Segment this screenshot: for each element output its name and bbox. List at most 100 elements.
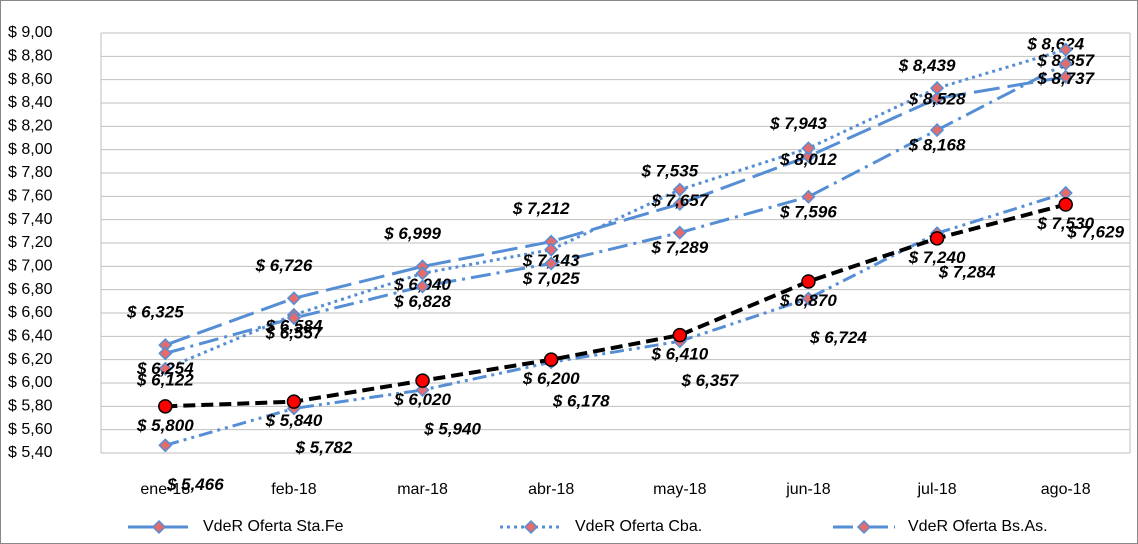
y-tick-label: $ 5,80 (8, 398, 53, 415)
data-label: $ 6,254 (136, 359, 194, 378)
series-line (164, 191, 1067, 447)
data-label: $ 6,410 (650, 345, 708, 364)
data-label: $ 6,122 (136, 370, 194, 389)
y-tick-label: $ 6,80 (8, 281, 53, 298)
data-label: $ 8,737 (1036, 69, 1095, 88)
data-label: $ 7,289 (650, 238, 708, 257)
data-label: $ 5,782 (295, 438, 353, 457)
y-tick-label: $ 8,20 (8, 118, 53, 135)
data-label: $ 6,584 (265, 316, 323, 335)
data-label: $ 7,629 (1066, 222, 1124, 241)
marker (801, 274, 816, 289)
series-line (164, 62, 1067, 355)
marker (672, 225, 687, 240)
data-label: $ 6,325 (126, 303, 184, 322)
data-label: $ 6,357 (680, 371, 739, 390)
data-label: $ 6,724 (809, 328, 867, 347)
y-tick-label: $ 5,40 (8, 444, 53, 461)
y-tick-label: $ 7,40 (8, 211, 53, 228)
x-tick-label: jul-18 (916, 481, 956, 498)
legend-label: VdeR Oferta Bs.As. (908, 518, 1048, 535)
data-label: $ 5,940 (423, 419, 481, 438)
series-line (164, 75, 1066, 347)
marker (930, 81, 945, 96)
legend-marker (523, 519, 539, 535)
legend-label: VdeR Oferta Cba. (575, 518, 702, 535)
x-tick-label: mar-18 (397, 481, 448, 498)
data-label: $ 7,657 (650, 191, 709, 210)
y-tick-label: $ 8,60 (8, 71, 53, 88)
marker (930, 91, 945, 106)
series-line (165, 202, 1067, 409)
marker (158, 361, 173, 376)
marker (1058, 56, 1073, 71)
marker (415, 279, 430, 294)
data-label: $ 6,020 (393, 390, 451, 409)
data-label: $ 8,439 (898, 56, 956, 75)
x-tick-label: abr-18 (528, 481, 574, 498)
legend-marker (151, 519, 167, 535)
marker (286, 310, 301, 326)
x-tick-label: jun-18 (785, 481, 831, 498)
y-tick-label: $ 9,00 (8, 24, 53, 41)
x-tick-label: ago-18 (1041, 481, 1091, 498)
data-label: $ 6,870 (779, 291, 837, 310)
marker (415, 373, 430, 388)
marker (672, 196, 687, 211)
y-tick-label: $ 6,00 (8, 374, 53, 391)
y-tick-label: $ 8,80 (8, 48, 53, 65)
y-tick-label: $ 8,00 (8, 141, 53, 158)
marker (1058, 197, 1073, 212)
x-tick-label: ene-18 (140, 481, 190, 498)
data-label: $ 6,828 (393, 292, 451, 311)
data-label: $ 6,200 (522, 369, 580, 388)
series-line (164, 48, 1067, 371)
data-label: $ 8,012 (779, 150, 837, 169)
data-label: $ 6,557 (265, 324, 324, 343)
marker (801, 189, 816, 204)
marker (415, 266, 430, 281)
marker (286, 291, 301, 306)
data-label: $ 5,466 (166, 475, 224, 494)
marker (801, 149, 816, 164)
marker (801, 141, 816, 156)
y-tick-label: $ 7,60 (8, 188, 53, 205)
marker (286, 394, 302, 409)
data-label: $ 6,999 (383, 224, 441, 243)
marker (544, 256, 559, 271)
marker (158, 399, 173, 414)
marker (543, 352, 559, 367)
y-tick-label: $ 6,20 (8, 351, 53, 368)
y-tick-label: $ 8,40 (8, 94, 53, 111)
marker (544, 242, 559, 257)
y-tick-label: $ 6,60 (8, 304, 53, 321)
data-label: $ 7,025 (522, 269, 580, 288)
y-tick-label: $ 6,40 (8, 328, 53, 345)
data-label: $ 7,212 (512, 199, 570, 218)
data-label: $ 6,726 (255, 256, 313, 275)
marker (801, 291, 816, 306)
marker (158, 438, 173, 453)
legend-marker (856, 519, 872, 535)
y-tick-label: $ 7,20 (8, 234, 53, 251)
marker (672, 327, 688, 343)
data-label: $ 5,800 (136, 416, 194, 435)
data-label: $ 8,528 (908, 90, 966, 109)
data-label: $ 6,178 (552, 392, 610, 411)
data-label: $ 7,284 (938, 263, 996, 282)
y-tick-label: $ 7,00 (8, 258, 53, 275)
data-label: $ 8,168 (908, 136, 966, 155)
data-label: $ 7,596 (779, 202, 837, 221)
marker (930, 123, 945, 138)
data-label: $ 7,240 (908, 248, 966, 267)
legend-label: VdeR Oferta Sta.Fe (203, 518, 344, 535)
marker (1058, 42, 1073, 57)
data-label: $ 5,840 (265, 411, 323, 430)
y-tick-label: $ 7,80 (8, 164, 53, 181)
y-tick-label: $ 5,60 (8, 421, 53, 438)
data-label: $ 7,535 (640, 161, 698, 180)
marker (672, 182, 687, 197)
data-label: $ 7,530 (1036, 214, 1094, 233)
marker (158, 346, 173, 361)
